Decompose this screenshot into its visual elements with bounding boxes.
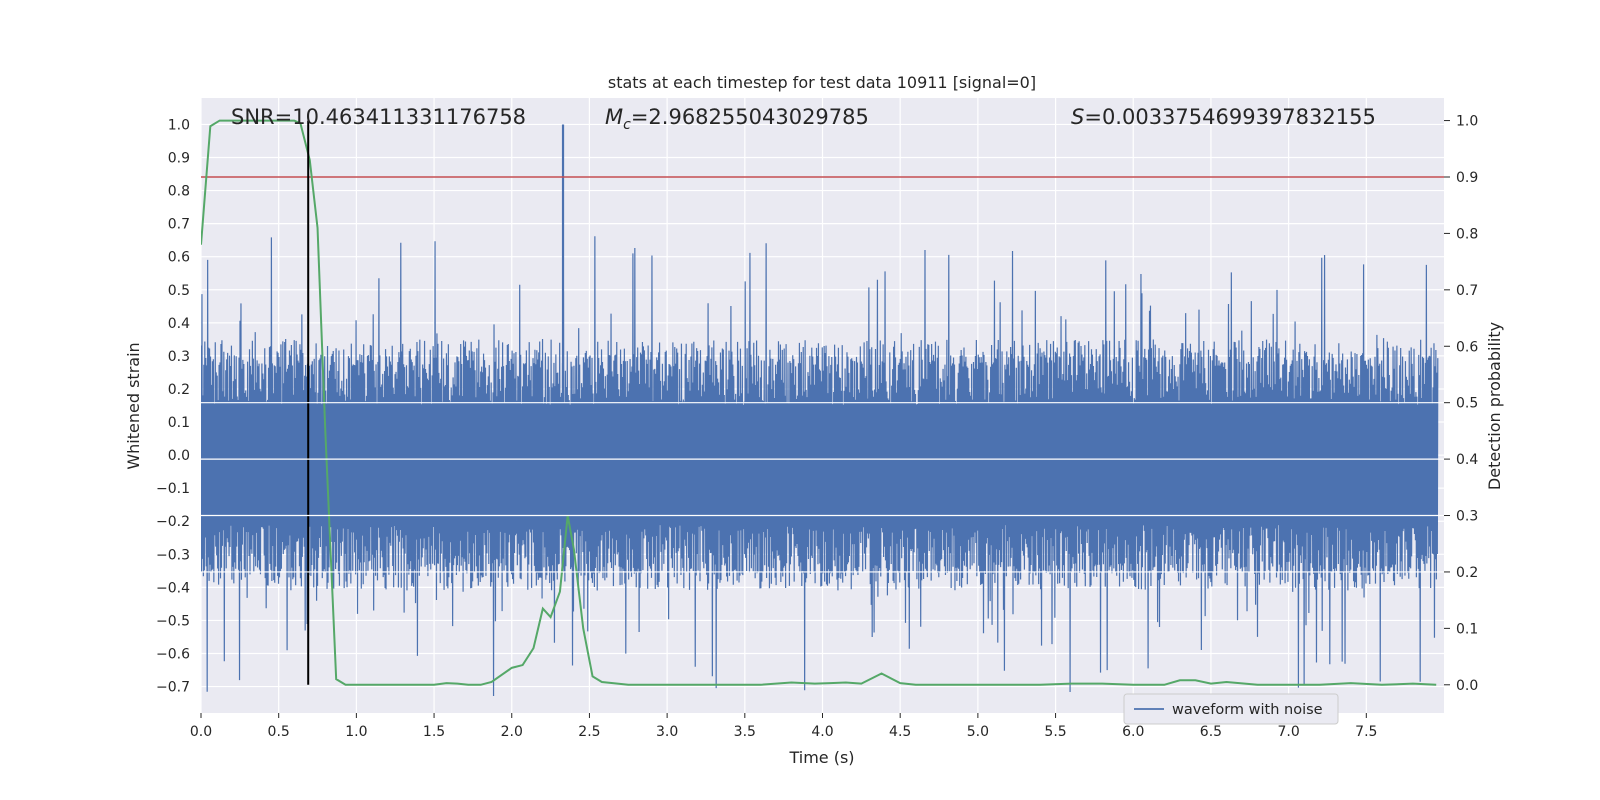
left-tick-label-2: 0.8	[168, 184, 190, 200]
left-tick-label-5: 0.5	[168, 283, 190, 299]
right-tick-label-3: 0.7	[1456, 283, 1478, 299]
right-tick-label-2: 0.8	[1456, 226, 1478, 242]
right-tick-label-4: 0.6	[1456, 339, 1478, 355]
left-tick-label-1: 0.9	[168, 151, 190, 167]
x-tick-label-4: 2.0	[501, 724, 523, 740]
probability-line	[201, 119, 1437, 686]
right-tick-label-5: 0.5	[1456, 396, 1478, 412]
left-tick-label-8: 0.2	[168, 382, 190, 398]
left-tick-label-12: −0.2	[156, 514, 190, 530]
x-tick-label-8: 4.0	[811, 724, 833, 740]
right-tick-label-8: 0.2	[1456, 565, 1478, 581]
mc-annotation: Mc=2.968255043029785	[605, 105, 869, 133]
right-tick-label-6: 0.4	[1456, 452, 1478, 468]
left-tick-label-13: −0.3	[156, 547, 190, 563]
mc-symbol: M	[605, 105, 623, 129]
left-tick-label-17: −0.7	[156, 680, 190, 696]
x-tick-label-13: 6.5	[1200, 724, 1222, 740]
left-tick-label-7: 0.3	[168, 349, 190, 365]
left-tick-label-16: −0.6	[156, 646, 190, 662]
legend-box	[1123, 693, 1339, 725]
left-tick-label-4: 0.6	[168, 250, 190, 266]
grid-lines-over-core	[201, 402, 1444, 573]
strain-series	[201, 124, 1439, 697]
x-tick-label-6: 3.0	[656, 724, 678, 740]
left-axis-ticks: 1.0 0.9 0.8 0.7 0.6 0.5 0.4 0.3 0.2 0.1 0.0 −0.1 −0.…	[156, 117, 190, 695]
mc-subscript: c	[623, 117, 631, 133]
x-tick-label-5: 2.5	[578, 724, 600, 740]
strain-core-band	[201, 405, 1438, 526]
left-tick-label-9: 0.1	[168, 415, 190, 431]
right-axis-label: Detection probability	[1485, 322, 1504, 490]
s-symbol: S	[1071, 105, 1084, 129]
x-tick-label-14: 7.0	[1277, 724, 1299, 740]
right-tick-label-9: 0.1	[1456, 621, 1478, 637]
left-tick-label-6: 0.4	[168, 316, 190, 332]
plot-area	[201, 119, 1444, 697]
x-tick-label-7: 3.5	[734, 724, 756, 740]
x-tick-label-11: 5.5	[1044, 724, 1066, 740]
x-tick-label-0: 0.0	[190, 724, 212, 740]
x-tick-label-2: 1.0	[345, 724, 367, 740]
x-tick-label-3: 1.5	[423, 724, 445, 740]
left-tick-label-0: 1.0	[168, 117, 190, 133]
left-tick-label-11: −0.1	[156, 481, 190, 497]
x-axis-ticks: 0.0 0.5 1.0 1.5 2.0 2.5 3.0 3.5 4.0 4.5 5.0 5.5 6.0 6…	[190, 713, 1377, 740]
right-tick-label-0: 1.0	[1456, 114, 1478, 130]
right-tick-label-1: 0.9	[1456, 170, 1478, 186]
x-tick-label-1: 0.5	[268, 724, 290, 740]
x-tick-label-9: 4.5	[889, 724, 911, 740]
right-tick-label-7: 0.3	[1456, 509, 1478, 525]
x-axis-label: Time (s)	[788, 748, 854, 767]
left-tick-label-3: 0.7	[168, 217, 190, 233]
x-tick-label-15: 7.5	[1355, 724, 1377, 740]
left-tick-label-10: 0.0	[168, 448, 190, 464]
legend: waveform with noise	[1123, 693, 1339, 725]
mc-value: =2.968255043029785	[631, 105, 869, 129]
left-tick-label-15: −0.5	[156, 613, 190, 629]
right-tick-label-10: 0.0	[1456, 678, 1478, 694]
s-value: =0.0033754699397832155	[1084, 105, 1376, 129]
x-tick-label-12: 6.0	[1122, 724, 1144, 740]
left-tick-label-14: −0.4	[156, 580, 190, 596]
snr-annotation: SNR=10.463411331176758	[231, 105, 526, 129]
x-tick-label-10: 5.0	[967, 724, 989, 740]
right-axis-ticks: 1.0 0.9 0.8 0.7 0.6 0.5 0.4 0.3 0.2 0.1 0.0	[1444, 114, 1478, 694]
legend-label-strain: waveform with noise	[1172, 702, 1323, 718]
left-axis-label: Whitened strain	[124, 342, 143, 469]
chart-title: stats at each timestep for test data 109…	[608, 73, 1036, 92]
s-annotation: S=0.0033754699397832155	[1071, 105, 1376, 129]
